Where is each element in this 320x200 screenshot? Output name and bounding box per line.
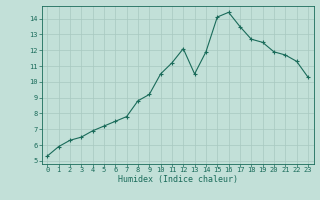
X-axis label: Humidex (Indice chaleur): Humidex (Indice chaleur) (118, 175, 237, 184)
